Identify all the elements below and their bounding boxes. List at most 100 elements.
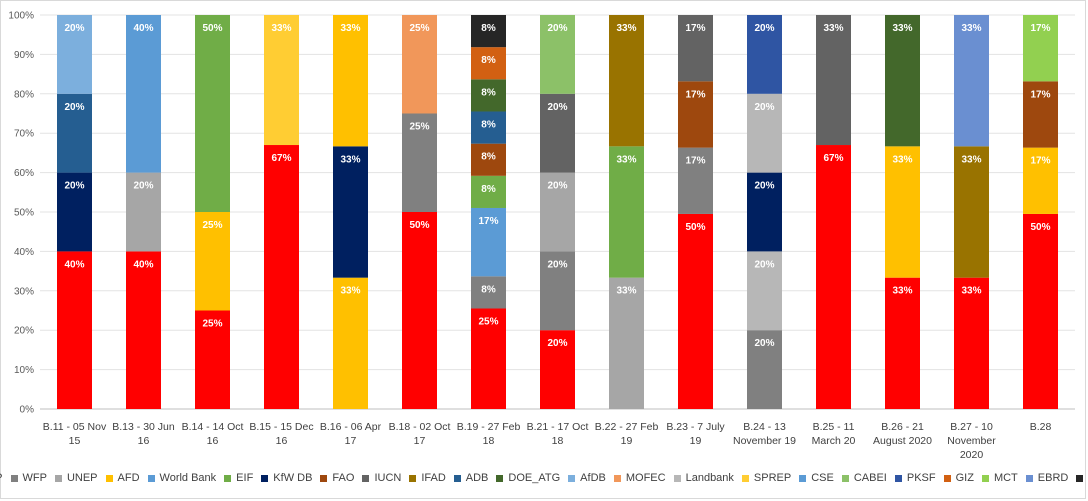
legend-item: AFD xyxy=(105,472,140,484)
legend-label: AfDB xyxy=(580,472,606,484)
data-label: 20% xyxy=(133,181,153,192)
bar-segment-adb xyxy=(57,93,92,173)
x-tick-label: B.21 - 17 Oct xyxy=(527,421,589,433)
data-label: 25% xyxy=(202,220,222,231)
data-label: 50% xyxy=(1030,222,1050,233)
bar-segment-cabei xyxy=(540,15,575,94)
data-label: 8% xyxy=(481,152,496,163)
bar-segment-pksf xyxy=(747,15,782,94)
data-label: 40% xyxy=(133,259,153,270)
data-label: 33% xyxy=(823,23,843,34)
data-label: 8% xyxy=(481,55,496,66)
legend-item: UNEP xyxy=(54,472,98,484)
bar-segment-iucn xyxy=(816,15,851,146)
bar-segment-wfp xyxy=(747,330,782,409)
data-label: 20% xyxy=(547,23,567,34)
data-label: 20% xyxy=(547,102,567,113)
y-tick-label: 30% xyxy=(14,286,34,297)
x-tick-label: 19 xyxy=(690,435,702,447)
data-label: 33% xyxy=(892,286,912,297)
y-tick-label: 90% xyxy=(14,50,34,61)
legend-swatch xyxy=(568,474,576,482)
legend-swatch xyxy=(362,474,370,482)
data-label: 17% xyxy=(1030,156,1050,167)
legend-item: Acumen xyxy=(1076,472,1088,484)
legend-swatch xyxy=(105,474,113,482)
legend-swatch xyxy=(261,474,269,482)
bar-segment-fao xyxy=(1023,81,1058,148)
bar-segment-iucn xyxy=(678,15,713,82)
bar-segment-landbank xyxy=(747,251,782,331)
data-label: 33% xyxy=(616,286,636,297)
legend-swatch xyxy=(54,474,62,482)
legend-item: CSE xyxy=(799,472,834,484)
data-label: 17% xyxy=(685,156,705,167)
legend-label: UNEP xyxy=(66,472,98,484)
y-tick-label: 20% xyxy=(14,326,34,337)
legend-label: KfW DB xyxy=(273,472,313,484)
legend-label: MCT xyxy=(993,472,1018,484)
legend-label: SPREP xyxy=(753,472,792,484)
legend-item: FAO xyxy=(320,472,354,484)
data-label: 17% xyxy=(685,23,705,34)
stacked-bar-chart: 0% 10% 20% 30% 40% 50% 60% 70% 80% 90% 100% 40% 20% 2… xyxy=(8,11,1075,461)
legend-label: Landbank xyxy=(685,472,734,484)
legend-swatch xyxy=(453,474,461,482)
data-label: 20% xyxy=(754,23,774,34)
legend-swatch xyxy=(147,474,155,482)
data-label: 33% xyxy=(616,154,636,165)
bar-segment-kfw-db xyxy=(747,172,782,252)
data-label: 40% xyxy=(133,23,153,34)
legend-item: EIF xyxy=(224,472,253,484)
data-label: 67% xyxy=(823,153,843,164)
legend-label: EBRD xyxy=(1037,472,1069,484)
data-label: 17% xyxy=(1030,89,1050,100)
x-tick-label: B.23 - 7 July xyxy=(666,421,725,433)
x-tick-label: 18 xyxy=(552,435,564,447)
legend-item: GIZ xyxy=(943,472,974,484)
x-tick-label: 18 xyxy=(483,435,495,447)
x-tick-label: 16 xyxy=(138,435,150,447)
bar-segment-undp xyxy=(57,251,92,409)
legend-item: ADB xyxy=(453,472,488,484)
bar-segment-mofec xyxy=(402,15,437,114)
data-label: 20% xyxy=(754,102,774,113)
bar-segment-sprep xyxy=(264,15,299,146)
bar-segment-giz xyxy=(471,47,506,80)
data-label: 20% xyxy=(64,102,84,113)
legend-item: IUCN xyxy=(362,472,401,484)
legend-label: UNDP xyxy=(0,472,3,484)
data-label: 33% xyxy=(892,23,912,34)
legend-label: CSE xyxy=(811,472,834,484)
legend-swatch xyxy=(613,474,621,482)
bar-segment-doe-atg xyxy=(471,79,506,112)
data-label: 20% xyxy=(64,181,84,192)
bar-segment-kfw-db xyxy=(333,146,368,278)
x-tick-label: B.27 - 10 xyxy=(950,421,993,433)
legend-label: FAO xyxy=(332,472,355,484)
data-label: 25% xyxy=(409,23,429,34)
data-label: 33% xyxy=(961,286,981,297)
legend-swatch xyxy=(894,474,902,482)
data-label: 50% xyxy=(685,222,705,233)
bar-segment-unep xyxy=(609,277,644,409)
y-tick-label: 70% xyxy=(14,129,34,140)
legend-swatch xyxy=(981,474,989,482)
x-tick-label: B.26 - 21 xyxy=(881,421,924,433)
legend-label: GIZ xyxy=(955,472,974,484)
data-label: 8% xyxy=(481,184,496,195)
data-label: 8% xyxy=(481,284,496,295)
y-tick-label: 80% xyxy=(14,89,34,100)
bar-segment-wfp xyxy=(540,251,575,331)
data-label: 40% xyxy=(64,259,84,270)
legend-label: World Bank xyxy=(159,472,217,484)
x-tick-label: B.18 - 02 Oct xyxy=(389,421,451,433)
data-label: 33% xyxy=(961,23,981,34)
bar-segment-undp xyxy=(885,277,920,409)
x-tick-label: B.13 - 30 Jun xyxy=(112,421,175,433)
legend-item: SPREP xyxy=(741,472,792,484)
data-label: 25% xyxy=(478,316,498,327)
legend-item: KfW DB xyxy=(261,472,312,484)
legend-label: AFD xyxy=(117,472,140,484)
legend-label: CABEI xyxy=(853,472,887,484)
